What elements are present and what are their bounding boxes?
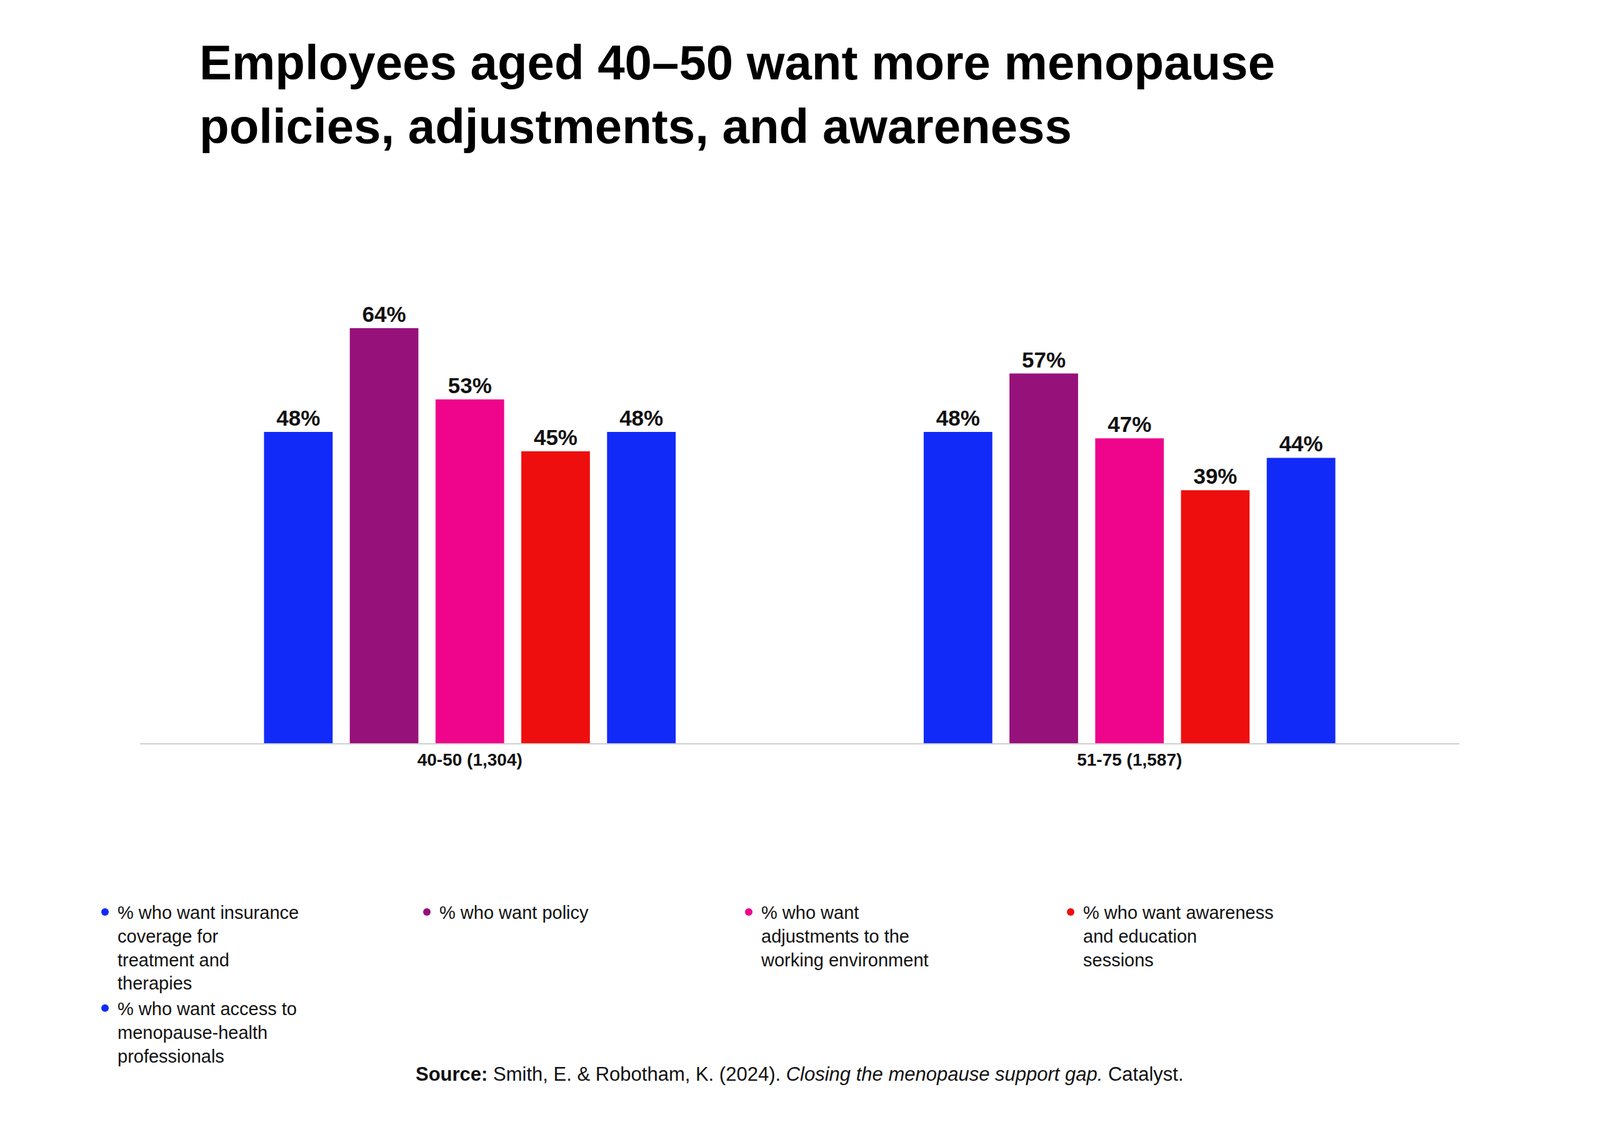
svg-text:40-50 (1,304): 40-50 (1,304) [417, 750, 523, 770]
svg-text:Employees aged 40–50 want more: Employees aged 40–50 want more menopause… [199, 35, 1275, 154]
svg-text:48%: 48% [619, 405, 664, 430]
svg-text:44%: 44% [1279, 431, 1324, 456]
svg-text:% who wantadjustments to thewo: % who wantadjustments to theworking envi… [760, 902, 929, 970]
svg-text:48%: 48% [936, 405, 980, 430]
svg-text:% who want access tomenopause-: % who want access tomenopause-healthprof… [117, 998, 297, 1066]
svg-text:53%: 53% [448, 373, 492, 398]
svg-text:57%: 57% [1021, 347, 1066, 372]
svg-text:51-75 (1,587): 51-75 (1,587) [1076, 750, 1182, 770]
svg-text:45%: 45% [533, 425, 578, 450]
svg-text:47%: 47% [1107, 411, 1152, 437]
svg-text:Source: Smith, E. & Robotham,: Source: Smith, E. & Robotham, K. (2024).… [415, 1063, 1184, 1085]
svg-text:% who want policy: % who want policy [439, 902, 589, 923]
svg-text:48%: 48% [276, 405, 320, 430]
svg-text:64%: 64% [362, 301, 407, 327]
svg-text:% who want awarenessand educat: % who want awarenessand educationsession… [1083, 902, 1274, 970]
svg-text:39%: 39% [1193, 463, 1237, 489]
svg-text:% who want insurancecoverage f: % who want insurancecoverage fortreatmen… [117, 902, 299, 994]
